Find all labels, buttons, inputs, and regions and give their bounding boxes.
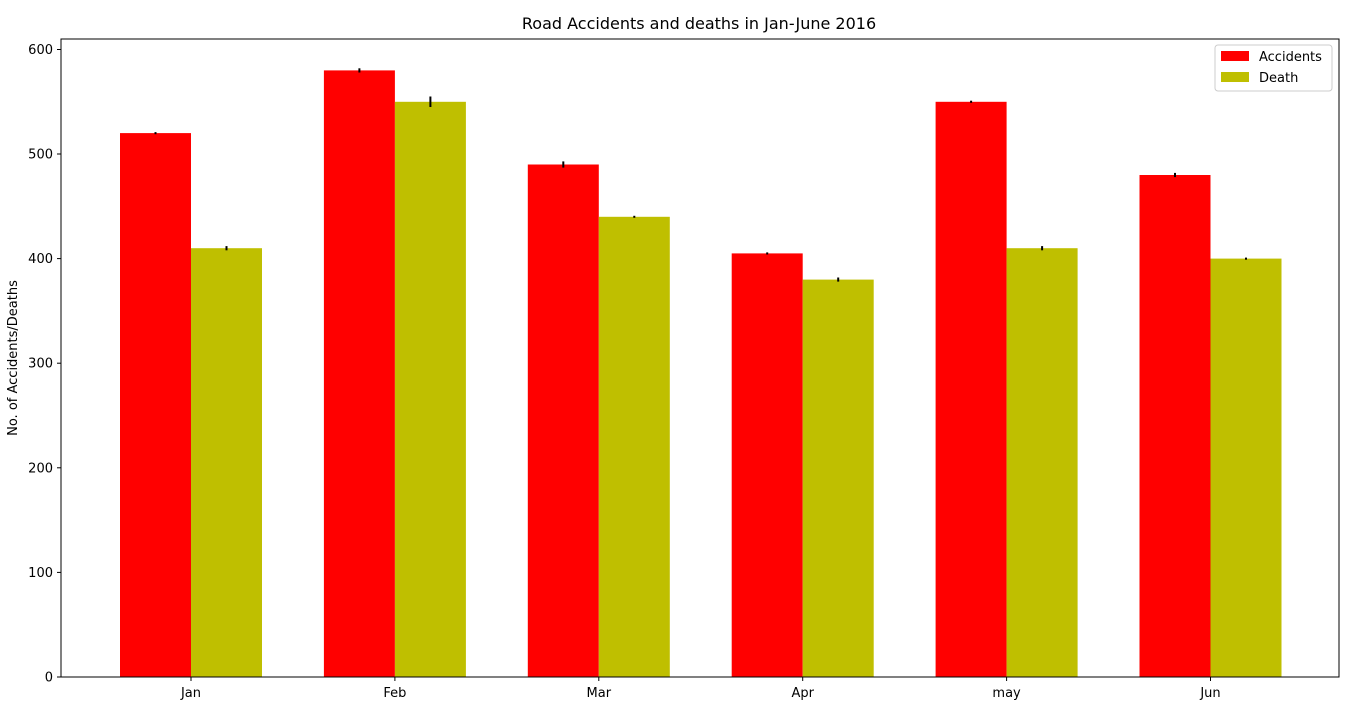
y-axis: 0 100 200 300 400 500 600 <box>28 43 61 686</box>
bar-death-jun <box>1210 258 1282 677</box>
bar-death-mar <box>598 216 670 678</box>
bar-accidents-may <box>935 101 1007 678</box>
legend-label-accidents: Accidents <box>1259 50 1322 65</box>
x-tick-label: Apr <box>791 686 814 701</box>
legend-swatch-death <box>1221 72 1249 82</box>
y-tick-label: 200 <box>28 461 53 476</box>
x-tick-label: Feb <box>383 686 406 701</box>
x-axis: Jan Feb Mar Apr may Jun <box>180 677 1221 701</box>
bar-death-apr <box>802 279 874 677</box>
chart-title: Road Accidents and deaths in Jan-June 20… <box>522 14 876 33</box>
y-tick-label: 400 <box>28 252 53 267</box>
y-tick-label: 500 <box>28 148 53 163</box>
legend-swatch-accidents <box>1221 51 1249 61</box>
bar-death-jan <box>191 248 262 677</box>
bars-layer <box>120 70 1282 678</box>
y-tick-label: 0 <box>45 671 53 686</box>
y-tick-label: 300 <box>28 357 53 372</box>
bar-death-feb <box>394 101 466 678</box>
legend: Accidents Death <box>1214 44 1333 92</box>
error-bars-layer <box>154 68 1247 282</box>
x-tick-label: may <box>992 686 1021 701</box>
bar-accidents-jun <box>1139 175 1211 677</box>
y-tick-label: 600 <box>28 43 53 58</box>
bar-death-may <box>1006 248 1078 677</box>
bar-accidents-mar <box>527 164 599 677</box>
bar-accidents-feb <box>323 70 395 677</box>
y-tick-label: 100 <box>28 566 53 581</box>
legend-label-death: Death <box>1259 71 1298 86</box>
y-axis-label: No. of Accidents/Deaths <box>6 280 21 436</box>
x-tick-label: Mar <box>587 686 612 701</box>
plot-frame <box>60 38 1340 678</box>
x-tick-label: Jun <box>1199 686 1220 701</box>
bar-accidents-apr <box>731 253 803 677</box>
bar-accidents-jan <box>120 133 191 678</box>
x-tick-label: Jan <box>180 686 201 701</box>
